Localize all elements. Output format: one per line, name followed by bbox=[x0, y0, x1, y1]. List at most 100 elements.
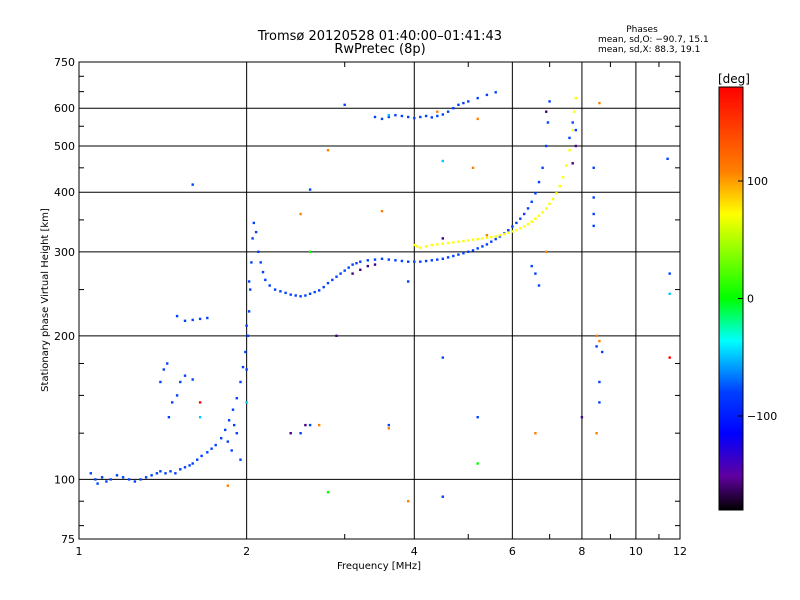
data-point bbox=[526, 207, 530, 210]
data-point bbox=[227, 419, 231, 422]
data-point bbox=[167, 416, 171, 419]
data-point bbox=[294, 294, 297, 297]
x-tick-label: 6 bbox=[509, 545, 516, 558]
data-point bbox=[507, 231, 510, 234]
data-point bbox=[666, 157, 669, 160]
colorbar-tick-label: −100 bbox=[747, 410, 777, 423]
data-point bbox=[476, 96, 479, 100]
data-point bbox=[144, 476, 148, 479]
data-point bbox=[485, 243, 489, 246]
colorbar-label: [deg] bbox=[718, 72, 750, 86]
data-point bbox=[476, 247, 479, 250]
data-point bbox=[580, 416, 584, 419]
data-point bbox=[304, 294, 307, 297]
data-point bbox=[436, 258, 439, 261]
data-point bbox=[534, 272, 537, 275]
data-point bbox=[206, 316, 209, 320]
data-point bbox=[551, 197, 555, 201]
data-point bbox=[198, 401, 202, 404]
data-point bbox=[169, 470, 172, 473]
data-point bbox=[335, 334, 338, 337]
data-point bbox=[183, 374, 187, 377]
data-point bbox=[373, 115, 377, 119]
x-tick-label: 12 bbox=[673, 545, 687, 558]
data-point bbox=[537, 180, 541, 184]
data-point bbox=[308, 188, 312, 191]
data-point bbox=[413, 243, 416, 247]
data-point bbox=[175, 314, 179, 318]
data-point bbox=[511, 225, 514, 228]
data-point bbox=[441, 237, 444, 240]
data-point bbox=[446, 110, 450, 113]
colorbar-tick-label: 0 bbox=[747, 293, 754, 306]
data-point bbox=[331, 278, 334, 282]
grid-lines bbox=[79, 62, 680, 539]
data-point bbox=[139, 478, 142, 481]
data-point bbox=[436, 243, 439, 246]
data-point bbox=[224, 428, 227, 432]
data-point bbox=[467, 250, 470, 253]
data-point bbox=[239, 458, 242, 461]
data-point bbox=[226, 484, 229, 487]
data-point bbox=[198, 416, 202, 419]
data-point bbox=[541, 211, 544, 214]
data-point bbox=[441, 113, 444, 116]
phase-stats-x: mean, sd,X: 88.3, 19.1 bbox=[598, 45, 700, 55]
data-point bbox=[545, 144, 548, 148]
data-point bbox=[380, 210, 384, 213]
data-point bbox=[188, 464, 191, 467]
data-point bbox=[246, 334, 250, 337]
data-point bbox=[326, 281, 330, 285]
data-point bbox=[471, 238, 475, 241]
data-point bbox=[150, 474, 153, 477]
data-point bbox=[424, 259, 428, 263]
data-point bbox=[561, 176, 565, 179]
data-point bbox=[244, 350, 247, 354]
data-point bbox=[235, 432, 238, 435]
data-point bbox=[175, 394, 179, 397]
data-point bbox=[555, 192, 558, 195]
data-point bbox=[308, 292, 312, 295]
data-point bbox=[257, 250, 260, 253]
data-point bbox=[239, 380, 242, 384]
data-point bbox=[498, 234, 502, 237]
data-point bbox=[598, 380, 601, 384]
data-point bbox=[162, 368, 165, 371]
data-point bbox=[481, 237, 484, 240]
data-point bbox=[289, 293, 292, 296]
x-tick-label: 10 bbox=[629, 545, 643, 558]
data-point bbox=[534, 217, 537, 220]
data-point bbox=[511, 230, 514, 233]
data-point bbox=[247, 280, 251, 283]
data-point bbox=[413, 260, 416, 263]
data-point bbox=[191, 183, 194, 186]
x-tick-label: 1 bbox=[76, 545, 83, 558]
data-point bbox=[89, 472, 92, 475]
data-point bbox=[259, 261, 262, 264]
data-point bbox=[230, 449, 233, 452]
data-point bbox=[284, 291, 287, 295]
data-point bbox=[220, 437, 223, 440]
data-point bbox=[394, 259, 397, 262]
data-point bbox=[668, 272, 671, 275]
y-tick-label: 600 bbox=[54, 102, 75, 115]
data-point bbox=[446, 256, 450, 259]
data-point bbox=[462, 252, 465, 255]
data-point bbox=[335, 275, 338, 278]
data-point bbox=[571, 128, 574, 132]
data-point bbox=[235, 397, 238, 400]
data-point bbox=[441, 257, 444, 260]
data-point bbox=[574, 128, 577, 132]
data-point bbox=[519, 217, 522, 220]
data-point bbox=[245, 401, 248, 404]
data-point bbox=[343, 269, 346, 272]
data-point bbox=[407, 280, 410, 283]
data-point bbox=[571, 121, 574, 124]
data-point bbox=[231, 408, 235, 411]
data-point bbox=[574, 144, 577, 148]
data-point bbox=[380, 117, 384, 121]
data-point bbox=[191, 462, 194, 465]
data-point bbox=[441, 356, 444, 359]
phase-stats-heading: Phases bbox=[626, 25, 658, 35]
